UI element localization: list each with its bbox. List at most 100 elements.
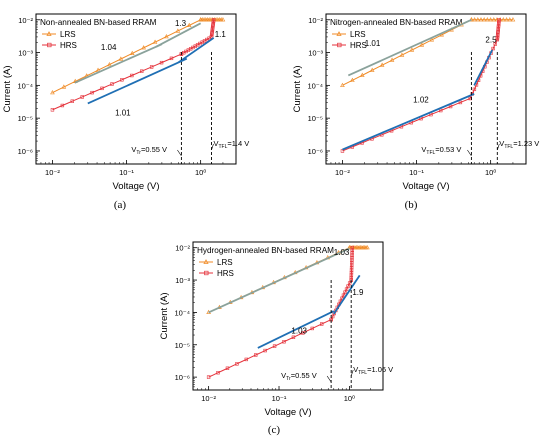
chart-c: Hydrogen-annealed BN-based RRAM 10⁻² 10⁻¹ 1…: [159, 241, 393, 418]
y-tick-label: 10⁻⁴: [307, 81, 323, 90]
chart-title: Hydrogen-annealed BN-based RRAM: [197, 246, 334, 255]
lrs-marker: [478, 17, 484, 22]
lrs-marker: [409, 47, 415, 52]
hrs-marker: [497, 18, 501, 22]
slope-label: 1.9: [352, 288, 364, 297]
plot-area: [340, 17, 516, 153]
hrs-marker: [350, 253, 354, 257]
y-tick-label: 10⁻⁵: [175, 341, 190, 350]
hrs-marker: [350, 258, 354, 262]
hrs-marker: [272, 344, 277, 348]
lrs-marker: [429, 37, 435, 42]
slope-label: 1.1: [215, 30, 227, 39]
lrs-marker: [491, 17, 497, 22]
lrs-marker: [340, 82, 345, 87]
threshold-label: VTr=0.55 V: [131, 145, 167, 156]
y-axis-label: Current (A): [159, 293, 170, 340]
hrs-marker: [80, 95, 84, 99]
hrs-marker: [472, 87, 477, 92]
hrs-marker: [50, 108, 55, 112]
fit-line: [347, 18, 472, 77]
y-tick-label: 10⁻⁵: [308, 114, 323, 123]
lrs-marker: [475, 17, 481, 22]
fit-line: [342, 93, 475, 151]
lrs-marker: [220, 17, 226, 22]
hrs-marker: [349, 275, 353, 280]
slope-label: 1.03: [291, 327, 307, 336]
legend-marker: [46, 31, 52, 36]
threshold-arrow: [467, 149, 472, 157]
y-tick-label: 10⁻³: [18, 49, 33, 58]
chart-panel-a: Non-annealed BN-based RRAM 10⁻² 10⁻¹ 10⁰ 10⁻…: [0, 0, 260, 210]
plot-area: [206, 245, 370, 379]
hrs-marker: [439, 108, 443, 113]
hrs-marker: [350, 248, 354, 252]
legend-label: HRS: [60, 41, 77, 50]
y-tick-label: 10⁻⁴: [174, 308, 190, 317]
x-tick-label: 10⁻²: [45, 168, 60, 177]
lrs-marker: [107, 61, 112, 67]
lrs-marker: [399, 52, 405, 57]
lrs-marker: [164, 33, 169, 39]
lrs-marker: [419, 42, 425, 47]
x-axis-label: Voltage (V): [403, 181, 450, 192]
legend-marker: [47, 42, 52, 48]
y-tick-label: 10⁻²: [308, 16, 323, 25]
threshold-arrow: [177, 149, 182, 157]
hrs-marker: [235, 362, 239, 366]
legend-label: LRS: [217, 258, 233, 267]
legend-marker: [204, 270, 209, 276]
y-axis-label: Current (A): [292, 66, 303, 113]
lrs-marker: [510, 17, 516, 22]
hrs-marker: [206, 375, 211, 379]
threshold-label: VTFL=1.23 V: [499, 139, 539, 150]
hrs-marker: [100, 86, 104, 91]
hrs-marker: [244, 357, 249, 362]
y-tick-label: 10⁻⁶: [175, 373, 190, 382]
lrs-marker: [481, 17, 487, 22]
threshold-arrow: [497, 143, 500, 151]
lrs-marker: [485, 17, 490, 22]
lrs-marker: [365, 245, 370, 250]
x-axis-label: Voltage (V): [113, 181, 160, 192]
hrs-marker: [320, 322, 324, 326]
lrs-marker: [504, 17, 509, 22]
lrs-marker: [61, 84, 67, 89]
fit-line: [333, 274, 361, 315]
y-axis-label: Current (A): [2, 66, 13, 113]
lrs-marker: [118, 56, 124, 61]
hrs-marker: [493, 42, 497, 46]
hrs-marker: [263, 348, 267, 353]
y-tick-label: 10⁻²: [18, 16, 33, 25]
legend-label: LRS: [60, 30, 76, 39]
slope-label: 1.01: [115, 109, 131, 118]
fit-line: [257, 310, 335, 349]
hrs-marker: [310, 326, 314, 331]
lrs-marker: [50, 90, 55, 95]
hrs-marker: [349, 270, 354, 275]
threshold-label: VTr=0.55 V: [281, 371, 317, 382]
lrs-marker: [472, 17, 477, 22]
threshold-label: VTFL=1.06 V: [353, 365, 393, 376]
hrs-marker: [349, 265, 354, 270]
hrs-marker: [211, 18, 216, 22]
plot-frame: [192, 241, 384, 391]
fit-line: [473, 49, 494, 86]
hrs-marker: [216, 370, 220, 375]
chart-b: Nitrogen-annealed BN-based RRAM 10⁻² 10⁻¹ 1…: [292, 13, 539, 192]
y-tick-label: 10⁻⁵: [18, 114, 33, 123]
legend-marker: [203, 259, 209, 264]
caption-c: (c): [267, 424, 281, 436]
hrs-marker: [458, 100, 463, 105]
y-tick-label: 10⁻²: [175, 244, 190, 253]
lrs-marker: [389, 57, 395, 62]
hrs-marker: [140, 69, 144, 73]
slope-label: 1.3: [175, 19, 187, 28]
lrs-marker: [501, 17, 506, 22]
slope-label: 1.02: [413, 96, 429, 105]
fit-line: [208, 247, 350, 314]
legend-marker: [336, 31, 342, 36]
x-tick-label: 10⁻¹: [119, 168, 134, 177]
caption-b: (b): [404, 199, 418, 211]
x-axis-label: Voltage (V): [265, 407, 312, 418]
